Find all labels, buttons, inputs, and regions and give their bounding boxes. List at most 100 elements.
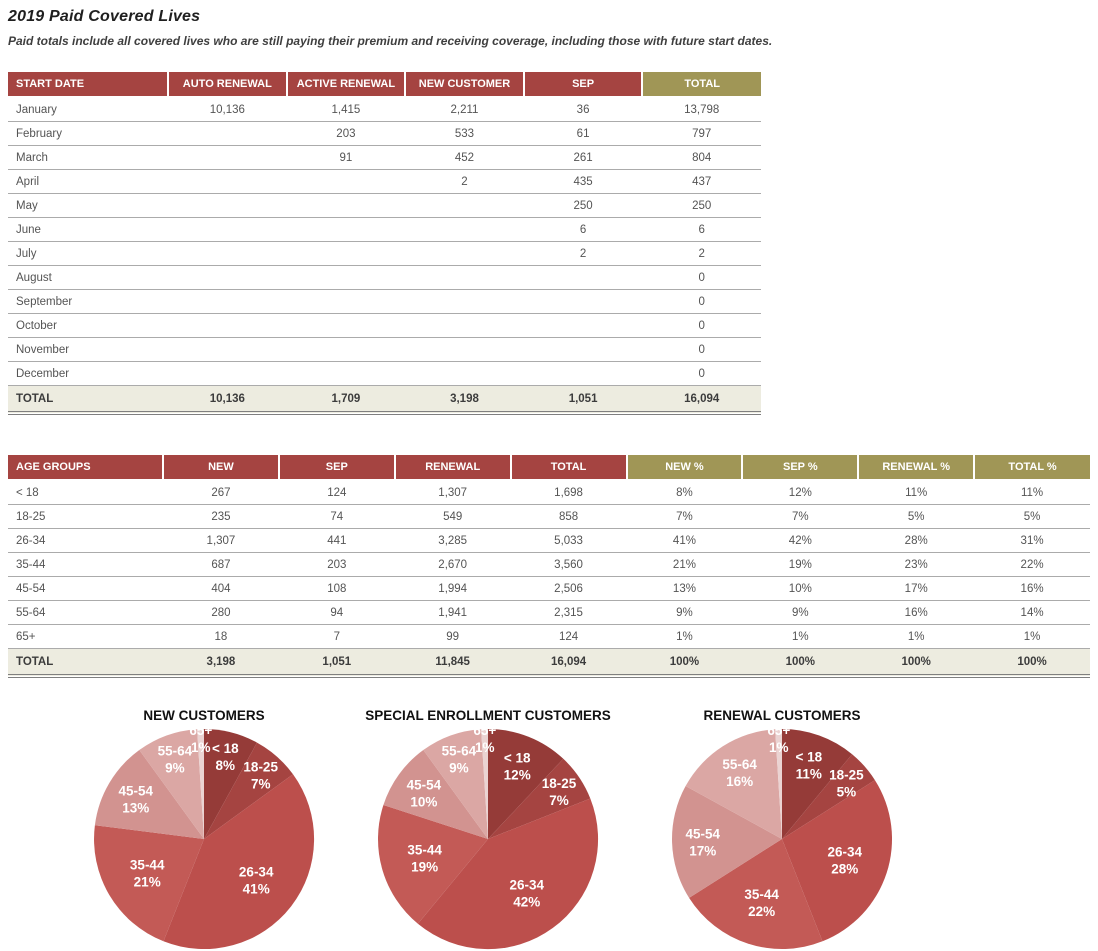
table-cell: 804	[642, 145, 761, 170]
table-row: 35-44 687 203 2,670 3,560 21% 19% 23% 22%	[8, 552, 1090, 577]
pie-slice-lt-18	[204, 729, 257, 839]
pie-slice-45-54	[383, 750, 488, 839]
pie-slice-label: 55-64 9%	[158, 743, 193, 775]
age-groups-table: AGE GROUPS NEW SEP RENEWAL TOTAL NEW % SEP % RE…	[8, 455, 1090, 678]
column-header: ACTIVE RENEWAL	[286, 72, 407, 98]
table-cell: 3,198	[163, 648, 279, 678]
table-cell: 1,051	[523, 385, 643, 415]
table-cell: February	[8, 121, 168, 146]
column-header: TOTAL	[510, 455, 628, 481]
chart-title: RENEWAL CUSTOMERS	[703, 708, 861, 723]
table-cell: January	[8, 97, 168, 122]
pie-slice-label: 26-34 42%	[510, 877, 545, 909]
table-cell: 6	[642, 217, 761, 242]
table-cell	[405, 289, 524, 314]
table-cell	[168, 265, 287, 290]
table-cell: March	[8, 145, 168, 170]
column-header: TOTAL %	[974, 455, 1090, 481]
table-cell	[286, 289, 406, 314]
table-cell	[286, 169, 406, 194]
table-cell: 100%	[974, 648, 1090, 678]
table-cell: 22%	[974, 552, 1090, 577]
pie-slice-label: 65+ 1%	[473, 727, 496, 755]
pie-slice-label: 35-44 19%	[407, 842, 442, 874]
new-customers-pie: < 18 8% 18-25 7% 26-34 41% 35-44 21% 45-54 13%55-…	[94, 727, 315, 950]
table-cell: 1%	[626, 624, 743, 649]
table-cell: 99	[394, 624, 511, 649]
table-cell: 280	[163, 600, 279, 625]
pie-slice-label: 35-44 22%	[744, 887, 779, 919]
table-cell: 23%	[858, 552, 975, 577]
chart-title: SPECIAL ENROLLMENT CUSTOMERS	[365, 708, 611, 723]
table-row: January 10,136 1,415 2,211 36 13,798	[8, 97, 761, 122]
table-cell: 435	[523, 169, 643, 194]
table-cell	[405, 337, 524, 362]
pie-slice-label: 55-64 9%	[442, 743, 477, 775]
pie-slice-55-64	[423, 729, 488, 839]
table-cell: 437	[642, 169, 761, 194]
table-cell: 1%	[858, 624, 975, 649]
table-cell: 16,094	[510, 648, 627, 678]
pie-slice-26-34	[782, 780, 893, 942]
pie-slice-label: 18-25 7%	[542, 776, 577, 808]
table-cell	[286, 361, 406, 386]
table-cell: 19%	[742, 552, 859, 577]
table-cell	[168, 169, 287, 194]
table-cell: 2,315	[510, 600, 627, 625]
table-cell	[168, 313, 287, 338]
table-row: 26-34 1,307 441 3,285 5,033 41% 42% 28% 31%	[8, 528, 1090, 553]
pie-slice-65plus	[481, 728, 488, 839]
pie-slice-lt-18	[488, 729, 564, 839]
table-cell: 0	[642, 337, 761, 362]
table-cell: 2,506	[510, 576, 627, 601]
pie-slice-label: < 18 12%	[504, 750, 531, 782]
table-cell: 1,051	[278, 648, 395, 678]
total-row: TOTAL 10,136 1,709 3,198 1,051 16,094	[8, 385, 761, 415]
table-cell: 250	[523, 193, 643, 218]
table-row: December 0	[8, 361, 761, 386]
table-row: April 2 435 437	[8, 169, 761, 194]
table-cell: 13%	[626, 576, 743, 601]
table-cell: April	[8, 169, 168, 194]
table-cell: 41%	[626, 528, 743, 553]
table-cell: 13,798	[642, 97, 761, 122]
table-cell: July	[8, 241, 168, 266]
table-cell: 2	[405, 169, 524, 194]
pie-slice-label: 18-25 5%	[829, 767, 864, 799]
table-row: November 0	[8, 337, 761, 362]
table-row: 55-64 280 94 1,941 2,315 9% 9% 16% 14%	[8, 600, 1090, 625]
table-row: 65+ 18 7 99 124 1% 1% 1% 1%	[8, 624, 1090, 649]
table-cell: 2,670	[394, 552, 511, 577]
table-cell: 261	[523, 145, 643, 170]
table-cell: 533	[405, 121, 524, 146]
column-header: TOTAL	[642, 72, 761, 98]
table-cell: 26-34	[8, 528, 163, 553]
table-cell: 18-25	[8, 504, 163, 529]
table-cell: 18	[163, 624, 279, 649]
table-cell: 1,415	[286, 97, 406, 122]
pie-slice-label: 45-54 10%	[407, 777, 442, 809]
table-cell: 3,198	[405, 385, 524, 415]
pie-slice-label: < 18 11%	[795, 750, 822, 782]
table-row: October 0	[8, 313, 761, 338]
table-cell: August	[8, 265, 168, 290]
table-cell: 7%	[626, 504, 743, 529]
table-cell	[286, 241, 406, 266]
table-cell: 0	[642, 265, 761, 290]
pie-slice-label: 65+ 1%	[189, 727, 212, 755]
table-cell: 797	[642, 121, 761, 146]
pie-slice-18-25	[782, 754, 875, 839]
table-cell	[168, 217, 287, 242]
table-row: March 91 452 261 804	[8, 145, 761, 170]
table-cell: 2,211	[405, 97, 524, 122]
special-enrollment-customers-pie: < 18 12% 18-25 7% 26-34 42% 35-44 19% 45-54 10%55…	[378, 727, 599, 950]
pie-slice-45-54	[94, 750, 204, 839]
column-header: AGE GROUPS	[8, 455, 164, 481]
table-cell: 10,136	[168, 97, 287, 122]
table-cell: 549	[394, 504, 511, 529]
table-cell	[168, 193, 287, 218]
table-cell: 55-64	[8, 600, 163, 625]
table-row: May 250 250	[8, 193, 761, 218]
monthly-start-date-table: START DATE AUTO RENEWAL ACTIVE RENEWAL NEW …	[8, 72, 761, 415]
table-cell: 16%	[974, 576, 1090, 601]
